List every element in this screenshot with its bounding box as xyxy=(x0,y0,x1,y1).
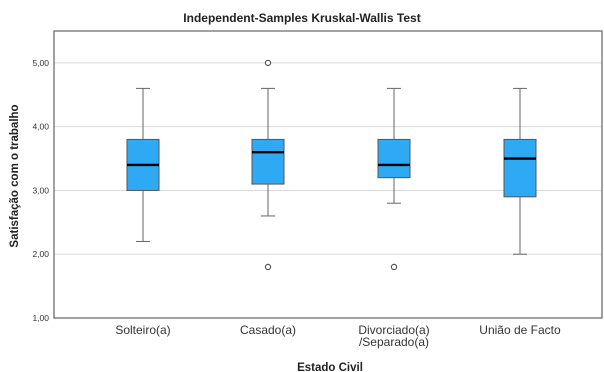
outlier-point xyxy=(264,263,272,271)
x-tick-label: União de Facto xyxy=(479,323,561,337)
box-group xyxy=(126,87,160,242)
x-axis-title: Estado Civil xyxy=(297,362,363,372)
y-tick-label: 2,00 xyxy=(32,249,49,259)
chart-title: Independent-Samples Kruskal-Wallis Test xyxy=(183,11,420,25)
x-tick-label: Divorciado(a) xyxy=(358,323,429,337)
box xyxy=(377,138,411,179)
x-tick-label: Casado(a) xyxy=(240,323,296,337)
box-group xyxy=(503,87,537,255)
y-axis-title: Satisfação com o trabalho xyxy=(9,104,21,247)
y-tick-label: 1,00 xyxy=(32,313,49,323)
y-tick-label: 4,00 xyxy=(32,122,49,132)
box xyxy=(251,138,285,185)
box-group xyxy=(377,87,411,271)
plot-frame xyxy=(53,30,603,319)
box xyxy=(503,138,537,198)
x-axis-ticks: Solteiro(a) Casado(a) Divorciado(a)/Separa… xyxy=(115,323,561,349)
x-tick-label: Solteiro(a) xyxy=(115,323,170,337)
boxes xyxy=(126,59,537,271)
y-tick-label: 3,00 xyxy=(32,185,49,195)
y-tick-label: 5,00 xyxy=(32,58,49,68)
x-tick-label: /Separado(a) xyxy=(359,335,429,349)
y-axis-ticks: 1,00 2,00 3,00 4,00 5,00 xyxy=(32,58,49,323)
outlier-point xyxy=(264,59,272,67)
outlier-point xyxy=(390,263,398,271)
box-group xyxy=(251,59,285,271)
